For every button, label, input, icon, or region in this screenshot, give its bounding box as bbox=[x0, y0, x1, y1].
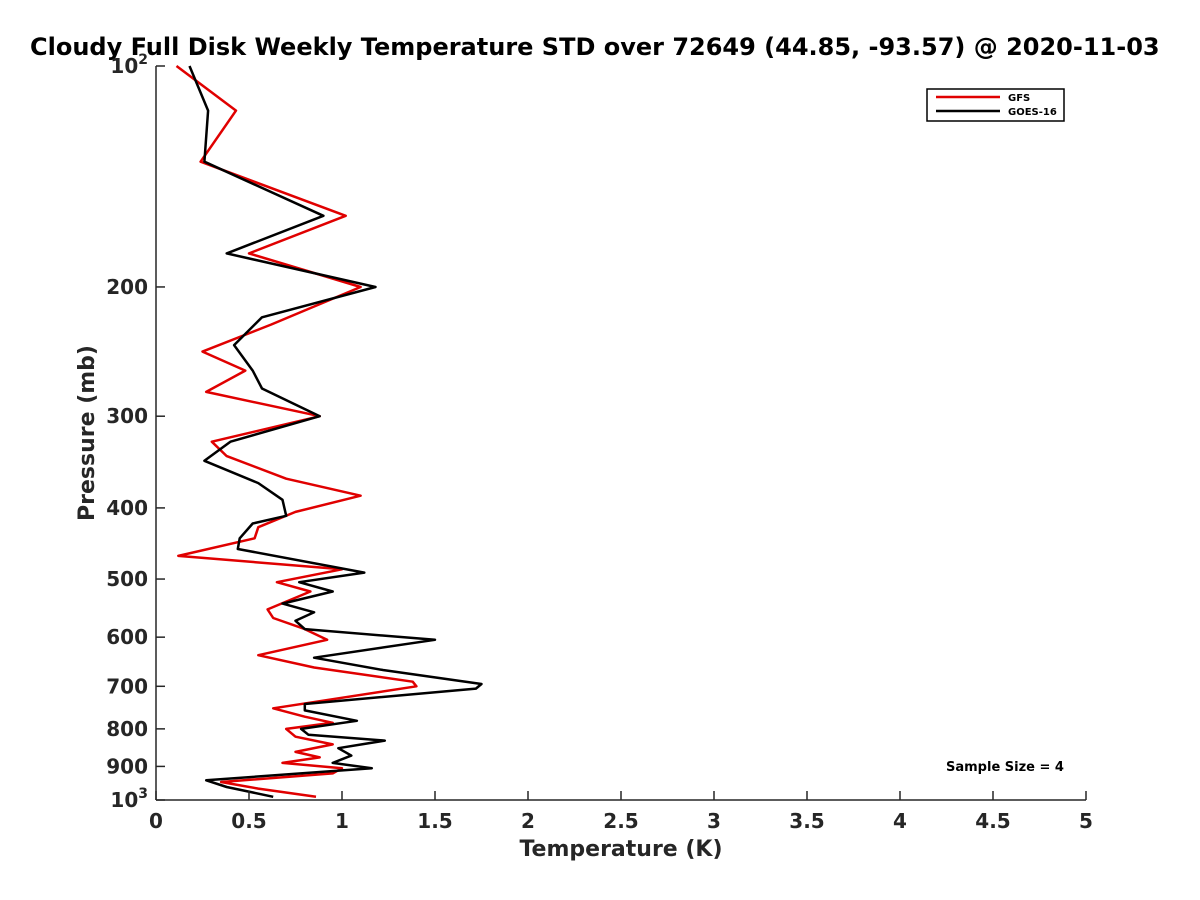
x-tick-label: 3 bbox=[707, 809, 721, 833]
y-tick-label: 900 bbox=[106, 754, 148, 778]
y-tick-label: 103 bbox=[110, 786, 148, 812]
x-tick-label: 2 bbox=[521, 809, 535, 833]
plot-area bbox=[175, 64, 483, 799]
x-axis-ticks: 0 0.5 1 1.5 2 2.5 3 3.5 4 4.5 5 bbox=[149, 791, 1093, 833]
chart-title: Cloudy Full Disk Weekly Temperature STD … bbox=[30, 33, 1160, 61]
y-tick-label: 400 bbox=[106, 496, 148, 520]
x-tick-label: 0 bbox=[149, 809, 163, 833]
x-tick-label: 2.5 bbox=[603, 809, 638, 833]
y-tick-label: 600 bbox=[106, 625, 148, 649]
y-tick-label: 200 bbox=[106, 275, 148, 299]
y-tick-label: 300 bbox=[106, 404, 148, 428]
x-tick-label: 4 bbox=[893, 809, 907, 833]
y-tick-label: 102 bbox=[110, 52, 148, 78]
x-tick-label: 1 bbox=[335, 809, 349, 833]
x-tick-label: 4.5 bbox=[975, 809, 1010, 833]
y-axis-ticks: 102 200 300 400 500 600 700 800 900 103 bbox=[106, 52, 165, 812]
legend-label-gfs: GFS bbox=[1008, 93, 1030, 104]
y-tick-label: 700 bbox=[106, 674, 148, 698]
legend-label-goes16: GOES-16 bbox=[1008, 107, 1057, 118]
x-tick-label: 5 bbox=[1079, 809, 1093, 833]
x-tick-label: 0.5 bbox=[231, 809, 266, 833]
series-line-goes-16 bbox=[188, 65, 483, 799]
x-tick-label: 3.5 bbox=[789, 809, 824, 833]
legend-box bbox=[926, 88, 1065, 122]
sample-size-annotation: Sample Size = 4 bbox=[946, 760, 1064, 775]
y-axis-label: Pressure (mb) bbox=[75, 345, 100, 521]
y-tick-label: 800 bbox=[106, 717, 148, 741]
series-line-gfs bbox=[175, 64, 418, 799]
x-axis-label: Temperature (K) bbox=[519, 837, 722, 862]
y-tick-label: 500 bbox=[106, 567, 148, 591]
x-tick-label: 1.5 bbox=[417, 809, 452, 833]
legend: GFS GOES-16 bbox=[926, 88, 1065, 122]
